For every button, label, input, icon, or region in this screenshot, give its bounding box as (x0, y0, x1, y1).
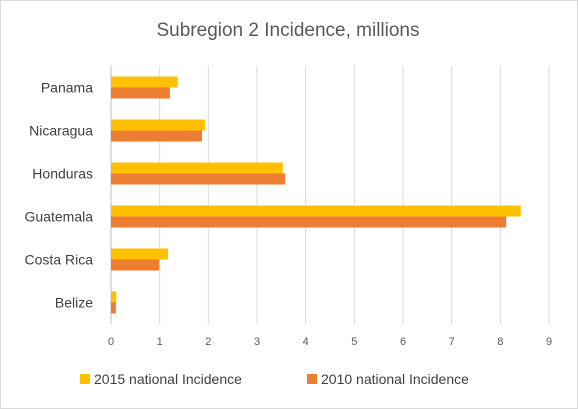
bar (111, 259, 160, 271)
legend-label: 2010 national Incidence (321, 371, 469, 387)
x-tick-label: 2 (205, 336, 211, 348)
x-tick-label: 5 (351, 336, 357, 348)
x-tick-labels: 0 1 2 3 4 5 6 7 8 9 (108, 336, 552, 348)
bar (111, 162, 283, 174)
x-tick-label: 3 (254, 336, 260, 348)
x-tick-label: 8 (497, 336, 503, 348)
bar (111, 291, 117, 303)
category-label: Panama (41, 80, 93, 96)
bar (111, 173, 286, 185)
bar (111, 216, 507, 228)
x-tick-label: 1 (157, 336, 163, 348)
gridlines (110, 66, 550, 324)
category-label: Guatemala (25, 209, 94, 225)
bar (111, 76, 178, 88)
x-tick-label: 4 (303, 336, 309, 348)
x-tick-label: 9 (546, 336, 552, 348)
legend-swatch (307, 374, 317, 384)
bar (111, 119, 205, 131)
bar (111, 302, 116, 314)
chart-title: Subregion 2 Incidence, millions (157, 20, 420, 41)
bar (111, 248, 168, 260)
legend: 2015 national Incidence 2010 national Inc… (80, 371, 469, 387)
x-tick-label: 7 (449, 336, 455, 348)
category-labels: Panama Nicaragua Honduras Guatemala Costa Ri… (25, 80, 94, 311)
category-label: Belize (55, 295, 93, 311)
category-label: Nicaragua (29, 123, 93, 139)
bars (111, 76, 521, 314)
bar (111, 130, 203, 142)
category-label: Honduras (32, 166, 93, 182)
x-tick-label: 6 (400, 336, 406, 348)
legend-swatch (80, 374, 90, 384)
bar (111, 205, 521, 217)
x-tick-label: 0 (108, 336, 114, 348)
category-label: Costa Rica (25, 252, 94, 268)
bar (111, 87, 170, 99)
legend-label: 2015 national Incidence (94, 371, 242, 387)
